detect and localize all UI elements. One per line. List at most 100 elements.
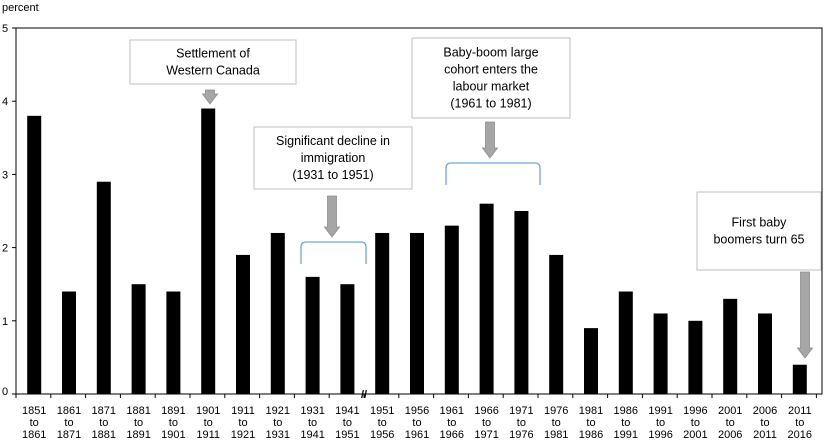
y-tick-label: 3 (2, 169, 8, 181)
annotation-text: First baby (732, 216, 788, 230)
x-tick-label-line: 1871 (92, 405, 116, 417)
x-tick-label-line: to (691, 417, 700, 429)
x-tick-label-line: to (482, 417, 491, 429)
x-tick-label-line: 2011 (753, 429, 777, 441)
bar (653, 313, 668, 394)
bar (27, 115, 42, 394)
x-tick-label-line: 1861 (22, 429, 46, 441)
x-tick-label-line: 1901 (161, 429, 185, 441)
x-tick-label-line: 2001 (683, 429, 707, 441)
x-tick-label-line: 1961 (405, 429, 429, 441)
bar (236, 254, 250, 394)
annotation: First baby boomers turn 65 (696, 191, 822, 359)
bar (340, 284, 355, 394)
x-tick-label-line: to (64, 417, 73, 429)
x-tick-label-line: 1901 (196, 405, 220, 417)
annotation-text: (1931 to 1951) (292, 168, 373, 182)
x-tick-label-line: 1941 (300, 429, 324, 441)
x-tick-label-line: to (656, 417, 665, 429)
y-tick-label: 5 (2, 23, 8, 35)
annotation-text: labour market (453, 80, 530, 94)
x-tick-label-line: 1996 (648, 429, 672, 441)
x-tick-label-line: 1891 (161, 405, 185, 417)
x-tick-label-line: to (552, 417, 561, 429)
annotation: Settlement of Western Canada (129, 39, 297, 105)
annotation-text: (1961 to 1981) (450, 97, 531, 111)
annotation-box (696, 191, 822, 271)
x-tick-label-line: 2016 (788, 429, 812, 441)
x-tick-label-line: 1986 (614, 405, 638, 417)
x-tick-label-line: 1931 (266, 429, 290, 441)
x-tick-label-line: to (238, 417, 247, 429)
annotation-bracket (300, 241, 367, 264)
bar (62, 291, 76, 394)
annotation-text: Settlement of (176, 47, 250, 61)
x-tick-label-line: to (412, 417, 421, 429)
x-tick-label-line: to (99, 417, 108, 429)
x-tick-label-line: to (273, 417, 282, 429)
y-axis-label: percent (2, 2, 39, 14)
y-tick-label: 2 (2, 243, 8, 255)
bar (549, 254, 564, 394)
x-tick-label-line: 2001 (718, 405, 742, 417)
x-tick-label-line: 1941 (335, 405, 359, 417)
bar (618, 291, 633, 394)
annotation-arrow (481, 121, 499, 159)
annotation-text: boomers turn 65 (713, 233, 804, 247)
x-tick-label-line: to (378, 417, 387, 429)
x-tick-label-line: 1881 (126, 405, 150, 417)
annotation-text: cohort enters the (444, 63, 538, 77)
bar (514, 211, 529, 394)
x-tick-label-line: 1966 (474, 405, 498, 417)
annotation-text: Western Canada (166, 64, 260, 78)
x-tick-label-line: 1961 (440, 405, 464, 417)
x-tick-label-line: to (169, 417, 178, 429)
bar (410, 232, 424, 394)
bar (792, 364, 807, 394)
y-axis: 0 1 2 3 4 5 (2, 23, 16, 398)
annotation-box (411, 37, 571, 119)
x-tick-label-line: 2006 (753, 405, 777, 417)
x-tick-label-line: 1871 (57, 429, 81, 441)
x-tick-label-line: 2011 (788, 405, 812, 417)
x-tick-label-line: to (204, 417, 213, 429)
x-tick-label-line: 1956 (405, 405, 429, 417)
x-tick-label-line: to (517, 417, 526, 429)
x-tick-label-line: 1891 (126, 429, 150, 441)
x-tick-label-line: 1966 (440, 429, 464, 441)
y-tick-label: 1 (2, 316, 8, 328)
bar (96, 181, 111, 394)
annotation-arrow (323, 195, 341, 238)
bar (166, 291, 181, 394)
x-tick-label-line: 1956 (370, 429, 394, 441)
bar (479, 203, 494, 394)
bar (723, 298, 738, 394)
x-tick-label-line: 1976 (544, 405, 568, 417)
x-tick-label-line: to (30, 417, 39, 429)
x-tick-label-line: 1991 (648, 405, 672, 417)
x-tick-label-line: 1881 (92, 429, 116, 441)
annotation-text: Significant decline in (276, 134, 390, 148)
bar (201, 108, 216, 395)
bar (131, 284, 146, 394)
x-tick-label-line: 1911 (196, 429, 220, 441)
x-tick-label-line: to (760, 417, 769, 429)
